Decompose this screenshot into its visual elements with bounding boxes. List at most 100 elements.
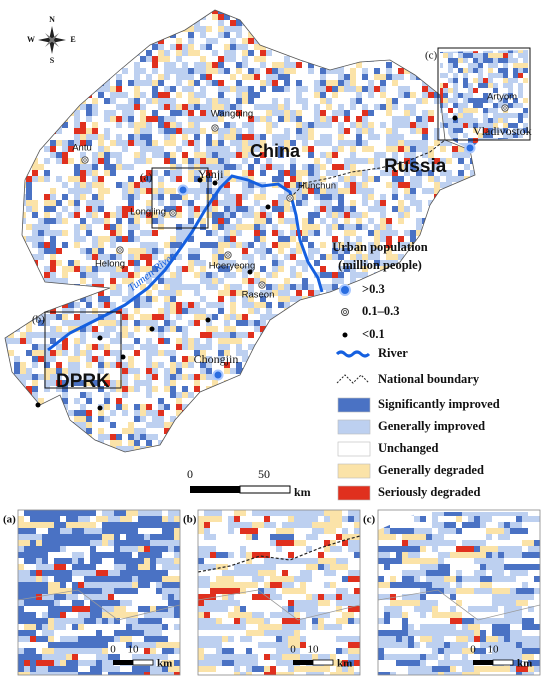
raster-cell [50, 206, 56, 212]
raster-cell [150, 576, 156, 582]
raster-cell [236, 458, 242, 464]
raster-cell [302, 392, 308, 398]
raster-cell [458, 68, 463, 73]
raster-cell [98, 344, 104, 350]
raster-cell [230, 296, 236, 302]
raster-cell [218, 218, 224, 224]
raster-cell [98, 14, 104, 20]
raster-cell [320, 302, 326, 308]
raster-cell [218, 266, 224, 272]
raster-cell [32, 26, 38, 32]
raster-cell [446, 158, 452, 164]
raster-cell [170, 194, 176, 200]
raster-cell [392, 10, 398, 14]
raster-cell [452, 230, 458, 236]
raster-cell [2, 458, 8, 464]
raster-cell [278, 266, 284, 272]
raster-cell [68, 80, 74, 86]
raster-cell [320, 32, 326, 38]
raster-cell [26, 224, 32, 230]
raster-cell [278, 134, 284, 140]
raster-cell [338, 386, 344, 392]
raster-cell [104, 188, 110, 194]
raster-cell [104, 398, 110, 404]
raster-cell [72, 636, 78, 642]
raster-cell [242, 320, 248, 326]
raster-cell [428, 290, 434, 296]
raster-cell [318, 564, 324, 570]
raster-cell [104, 374, 110, 380]
raster-cell [476, 194, 482, 200]
raster-cell [242, 188, 248, 194]
raster-cell [350, 272, 356, 278]
raster-cell [368, 146, 374, 152]
raster-cell [128, 116, 134, 122]
raster-cell [14, 134, 20, 140]
raster-cell [114, 666, 120, 672]
raster-cell [260, 338, 266, 344]
raster-cell [90, 666, 96, 672]
raster-cell [150, 546, 156, 552]
raster-cell [296, 434, 302, 440]
raster-cell [446, 176, 452, 182]
raster-cell [374, 260, 380, 266]
raster-cell [306, 546, 312, 552]
raster-cell [170, 164, 176, 170]
raster-cell [98, 410, 104, 416]
raster-cell [74, 452, 80, 458]
raster-cell [98, 320, 104, 326]
raster-cell [152, 320, 158, 326]
raster-cell [86, 74, 92, 80]
raster-cell [476, 338, 482, 344]
raster-cell [110, 110, 116, 116]
raster-cell [218, 134, 224, 140]
raster-cell [140, 320, 146, 326]
raster-cell [422, 278, 428, 284]
raster-cell [42, 660, 48, 666]
raster-cell [282, 540, 288, 546]
raster-cell [68, 296, 74, 302]
raster-cell [230, 74, 236, 80]
raster-cell [458, 194, 464, 200]
raster-cell [72, 618, 78, 624]
raster-cell [236, 98, 242, 104]
raster-cell [332, 236, 338, 242]
raster-cell [168, 600, 174, 606]
raster-cell [188, 122, 194, 128]
raster-cell [98, 242, 104, 248]
raster-cell [518, 118, 523, 123]
raster-cell [24, 672, 30, 675]
raster-cell [116, 50, 122, 56]
raster-cell [404, 140, 410, 146]
raster-cell [92, 62, 98, 68]
raster-cell [60, 534, 66, 540]
raster-cell [108, 528, 114, 534]
raster-cell [38, 242, 44, 248]
raster-cell [5, 146, 8, 152]
raster-cell [44, 290, 50, 296]
raster-cell [108, 636, 114, 642]
raster-cell [368, 50, 374, 56]
raster-cell [518, 53, 523, 58]
raster-cell [38, 344, 44, 350]
raster-cell [422, 350, 428, 356]
raster-cell [90, 564, 96, 570]
raster-cell [5, 434, 8, 440]
raster-cell [324, 558, 330, 564]
raster-cell [14, 182, 20, 188]
raster-cell [204, 534, 210, 540]
country-label: Russia [384, 156, 447, 177]
raster-cell [513, 123, 518, 128]
raster-cell [134, 86, 140, 92]
raster-cell [308, 26, 314, 32]
raster-cell [66, 594, 72, 600]
raster-cell [74, 260, 80, 266]
raster-cell [330, 558, 336, 564]
raster-cell [62, 50, 68, 56]
raster-cell [266, 458, 272, 464]
raster-cell [176, 194, 182, 200]
raster-cell [234, 510, 240, 516]
raster-cell [463, 83, 468, 88]
raster-cell [446, 290, 452, 296]
raster-cell [308, 338, 314, 344]
